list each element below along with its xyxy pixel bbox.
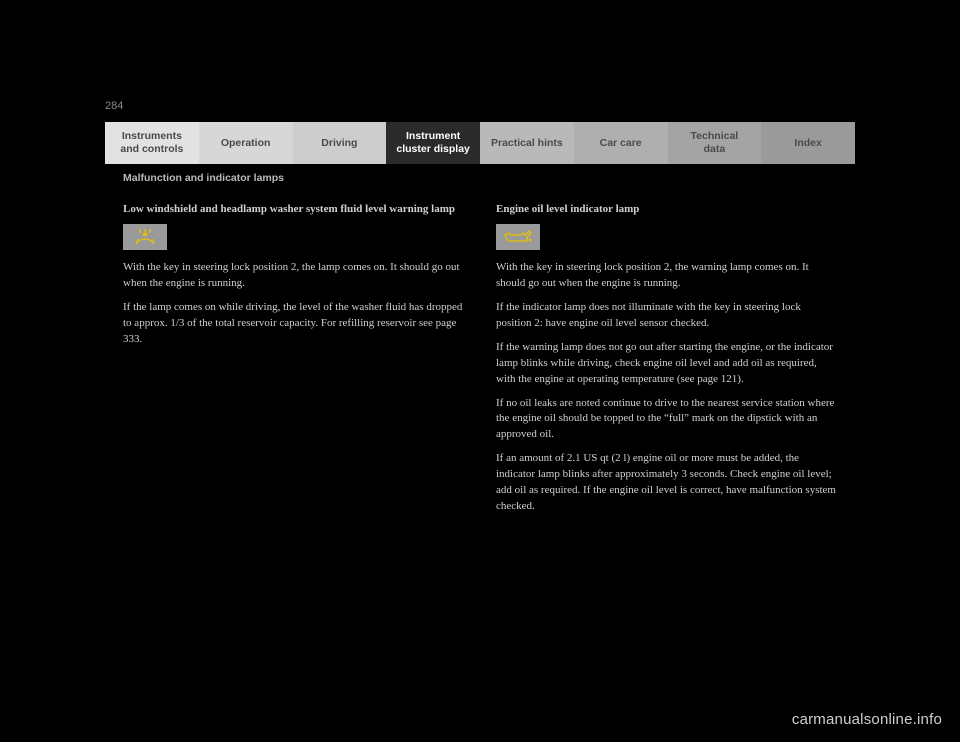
tab-car-care[interactable]: Car care — [574, 122, 668, 164]
left-column: Low windshield and headlamp washer syste… — [123, 202, 464, 523]
tab-instrument-cluster-display[interactable]: Instrument cluster display — [386, 122, 480, 164]
right-paragraph-1: With the key in steering lock position 2… — [496, 260, 837, 292]
section-title: Malfunction and indicator lamps — [123, 172, 855, 184]
watermark: carmanualsonline.info — [792, 711, 942, 728]
right-paragraph-5: If an amount of 2.1 US qt (2 l) engine o… — [496, 451, 837, 515]
nav-tabs: Instruments and controls Operation Drivi… — [105, 122, 855, 164]
right-paragraph-3: If the warning lamp does not go out afte… — [496, 340, 837, 388]
tab-index[interactable]: Index — [761, 122, 855, 164]
manual-page: Instruments and controls Operation Drivi… — [105, 122, 855, 523]
page-number: 284 — [105, 100, 123, 112]
left-paragraph-1: With the key in steering lock position 2… — [123, 260, 464, 292]
left-heading: Low windshield and headlamp washer syste… — [123, 202, 464, 218]
engine-oil-icon — [496, 224, 540, 250]
right-paragraph-2: If the indicator lamp does not illuminat… — [496, 300, 837, 332]
tab-instruments-controls[interactable]: Instruments and controls — [105, 122, 199, 164]
tab-operation[interactable]: Operation — [199, 122, 293, 164]
tab-technical-data[interactable]: Technical data — [668, 122, 762, 164]
right-paragraph-4: If no oil leaks are noted continue to dr… — [496, 396, 837, 444]
right-column: Engine oil level indicator lamp With the… — [496, 202, 837, 523]
left-paragraph-2: If the lamp comes on while driving, the … — [123, 300, 464, 348]
washer-fluid-icon — [123, 224, 167, 250]
tab-driving[interactable]: Driving — [293, 122, 387, 164]
content-columns: Low windshield and headlamp washer syste… — [105, 202, 855, 523]
right-heading: Engine oil level indicator lamp — [496, 202, 837, 218]
tab-practical-hints[interactable]: Practical hints — [480, 122, 574, 164]
